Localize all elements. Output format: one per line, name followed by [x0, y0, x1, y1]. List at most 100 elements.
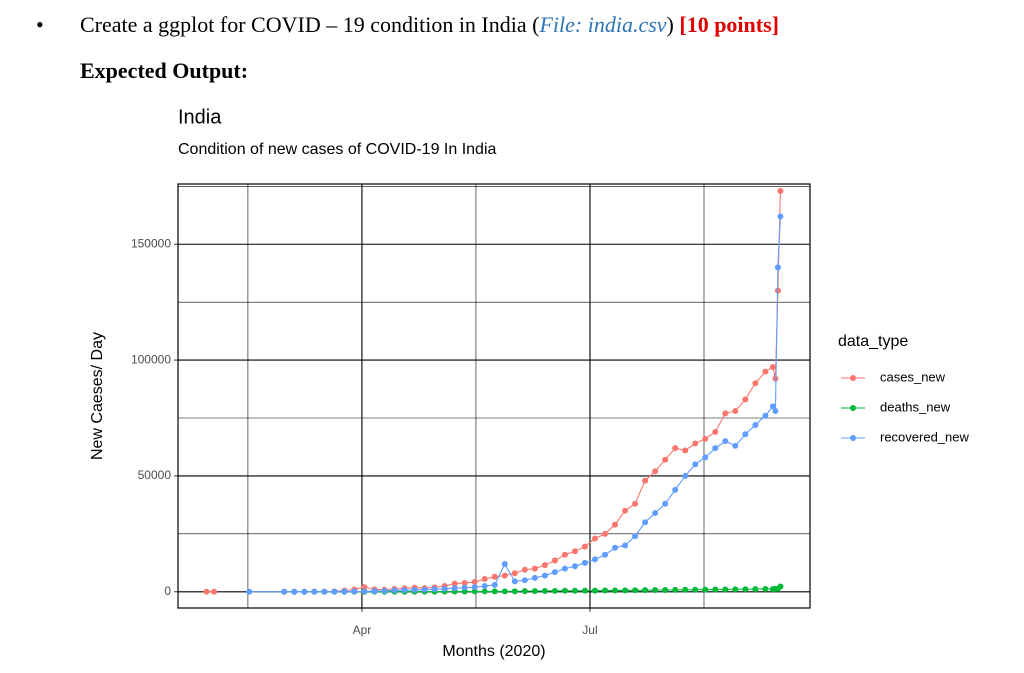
data-point	[602, 530, 609, 537]
chart-title: India	[178, 106, 222, 128]
data-point	[471, 588, 478, 595]
data-point	[662, 586, 669, 593]
data-point	[591, 587, 598, 594]
data-point	[441, 585, 448, 592]
data-point	[301, 588, 308, 595]
y-tick-label: 0	[164, 584, 171, 598]
data-point	[612, 544, 619, 551]
data-point	[742, 431, 749, 438]
data-point	[471, 579, 478, 586]
legend-title: data_type	[838, 333, 908, 350]
data-point	[602, 551, 609, 558]
data-point	[371, 588, 378, 595]
data-point	[777, 213, 784, 220]
points: [10 points]	[679, 12, 779, 37]
data-point	[351, 588, 358, 595]
data-point	[712, 428, 719, 435]
data-point	[501, 572, 508, 579]
data-point	[451, 580, 458, 587]
data-point	[722, 410, 729, 417]
data-point	[742, 586, 749, 593]
data-point	[732, 586, 739, 593]
data-point	[541, 587, 548, 594]
data-point	[652, 510, 659, 517]
chart-subtitle: Condition of new cases of COVID-19 In In…	[178, 141, 496, 158]
data-point	[672, 445, 679, 452]
y-tick-label: 50000	[138, 468, 172, 482]
data-point	[591, 535, 598, 542]
data-point	[591, 556, 598, 563]
panel-border	[177, 183, 811, 609]
data-point	[777, 583, 784, 590]
data-point	[281, 588, 288, 595]
data-point	[491, 581, 498, 588]
data-point	[642, 519, 649, 526]
data-point	[769, 403, 776, 410]
data-point	[752, 380, 759, 387]
data-point	[632, 533, 639, 540]
data-point	[622, 542, 629, 549]
data-point	[581, 587, 588, 594]
data-point	[762, 368, 769, 375]
data-point	[471, 584, 478, 591]
data-point	[561, 587, 568, 594]
data-point	[752, 421, 759, 428]
data-point	[702, 454, 709, 461]
data-point	[461, 579, 468, 586]
legend-key-point	[850, 375, 856, 381]
data-point	[772, 408, 779, 415]
data-point	[672, 486, 679, 493]
data-point	[501, 560, 508, 567]
data-point	[561, 565, 568, 572]
data-point	[762, 586, 769, 593]
data-point	[431, 586, 438, 593]
data-point	[702, 586, 709, 593]
data-point	[662, 500, 669, 507]
data-point	[722, 438, 729, 445]
x-tick-label: Apr	[353, 623, 372, 637]
data-point	[211, 588, 218, 595]
data-point	[481, 582, 488, 589]
data-point	[461, 584, 468, 591]
data-point	[692, 440, 699, 447]
data-point	[692, 461, 699, 468]
legend-label: recovered_new	[880, 429, 969, 444]
data-point	[682, 586, 689, 593]
data-point	[732, 408, 739, 415]
y-tick-label: 100000	[131, 352, 171, 366]
data-point	[762, 412, 769, 419]
data-point	[491, 588, 498, 595]
data-point	[561, 551, 568, 558]
data-point	[722, 586, 729, 593]
data-point	[612, 587, 619, 594]
legend-label: cases_new	[880, 369, 946, 384]
data-point	[662, 456, 669, 463]
data-point	[622, 587, 629, 594]
x-axis-label: Months (2020)	[442, 643, 545, 660]
data-point	[551, 587, 558, 594]
data-point	[203, 588, 210, 595]
data-point	[321, 588, 328, 595]
data-point	[571, 548, 578, 555]
data-point	[511, 578, 518, 585]
data-point	[361, 584, 368, 591]
data-point	[511, 588, 518, 595]
instruction-close: )	[666, 12, 674, 37]
data-point	[632, 587, 639, 594]
data-point	[742, 396, 749, 403]
data-point	[732, 442, 739, 449]
data-point	[481, 588, 488, 595]
bullet: •	[36, 12, 44, 37]
x-tick-label: Jul	[582, 623, 597, 637]
data-point	[391, 587, 398, 594]
y-axis-label: New Caeses/ Day	[89, 332, 106, 460]
data-point	[581, 543, 588, 550]
y-tick-label: 150000	[131, 236, 171, 250]
data-point	[602, 587, 609, 594]
data-point	[551, 557, 558, 564]
data-point	[311, 588, 318, 595]
data-point	[682, 447, 689, 454]
data-point	[381, 587, 388, 594]
data-point	[692, 586, 699, 593]
